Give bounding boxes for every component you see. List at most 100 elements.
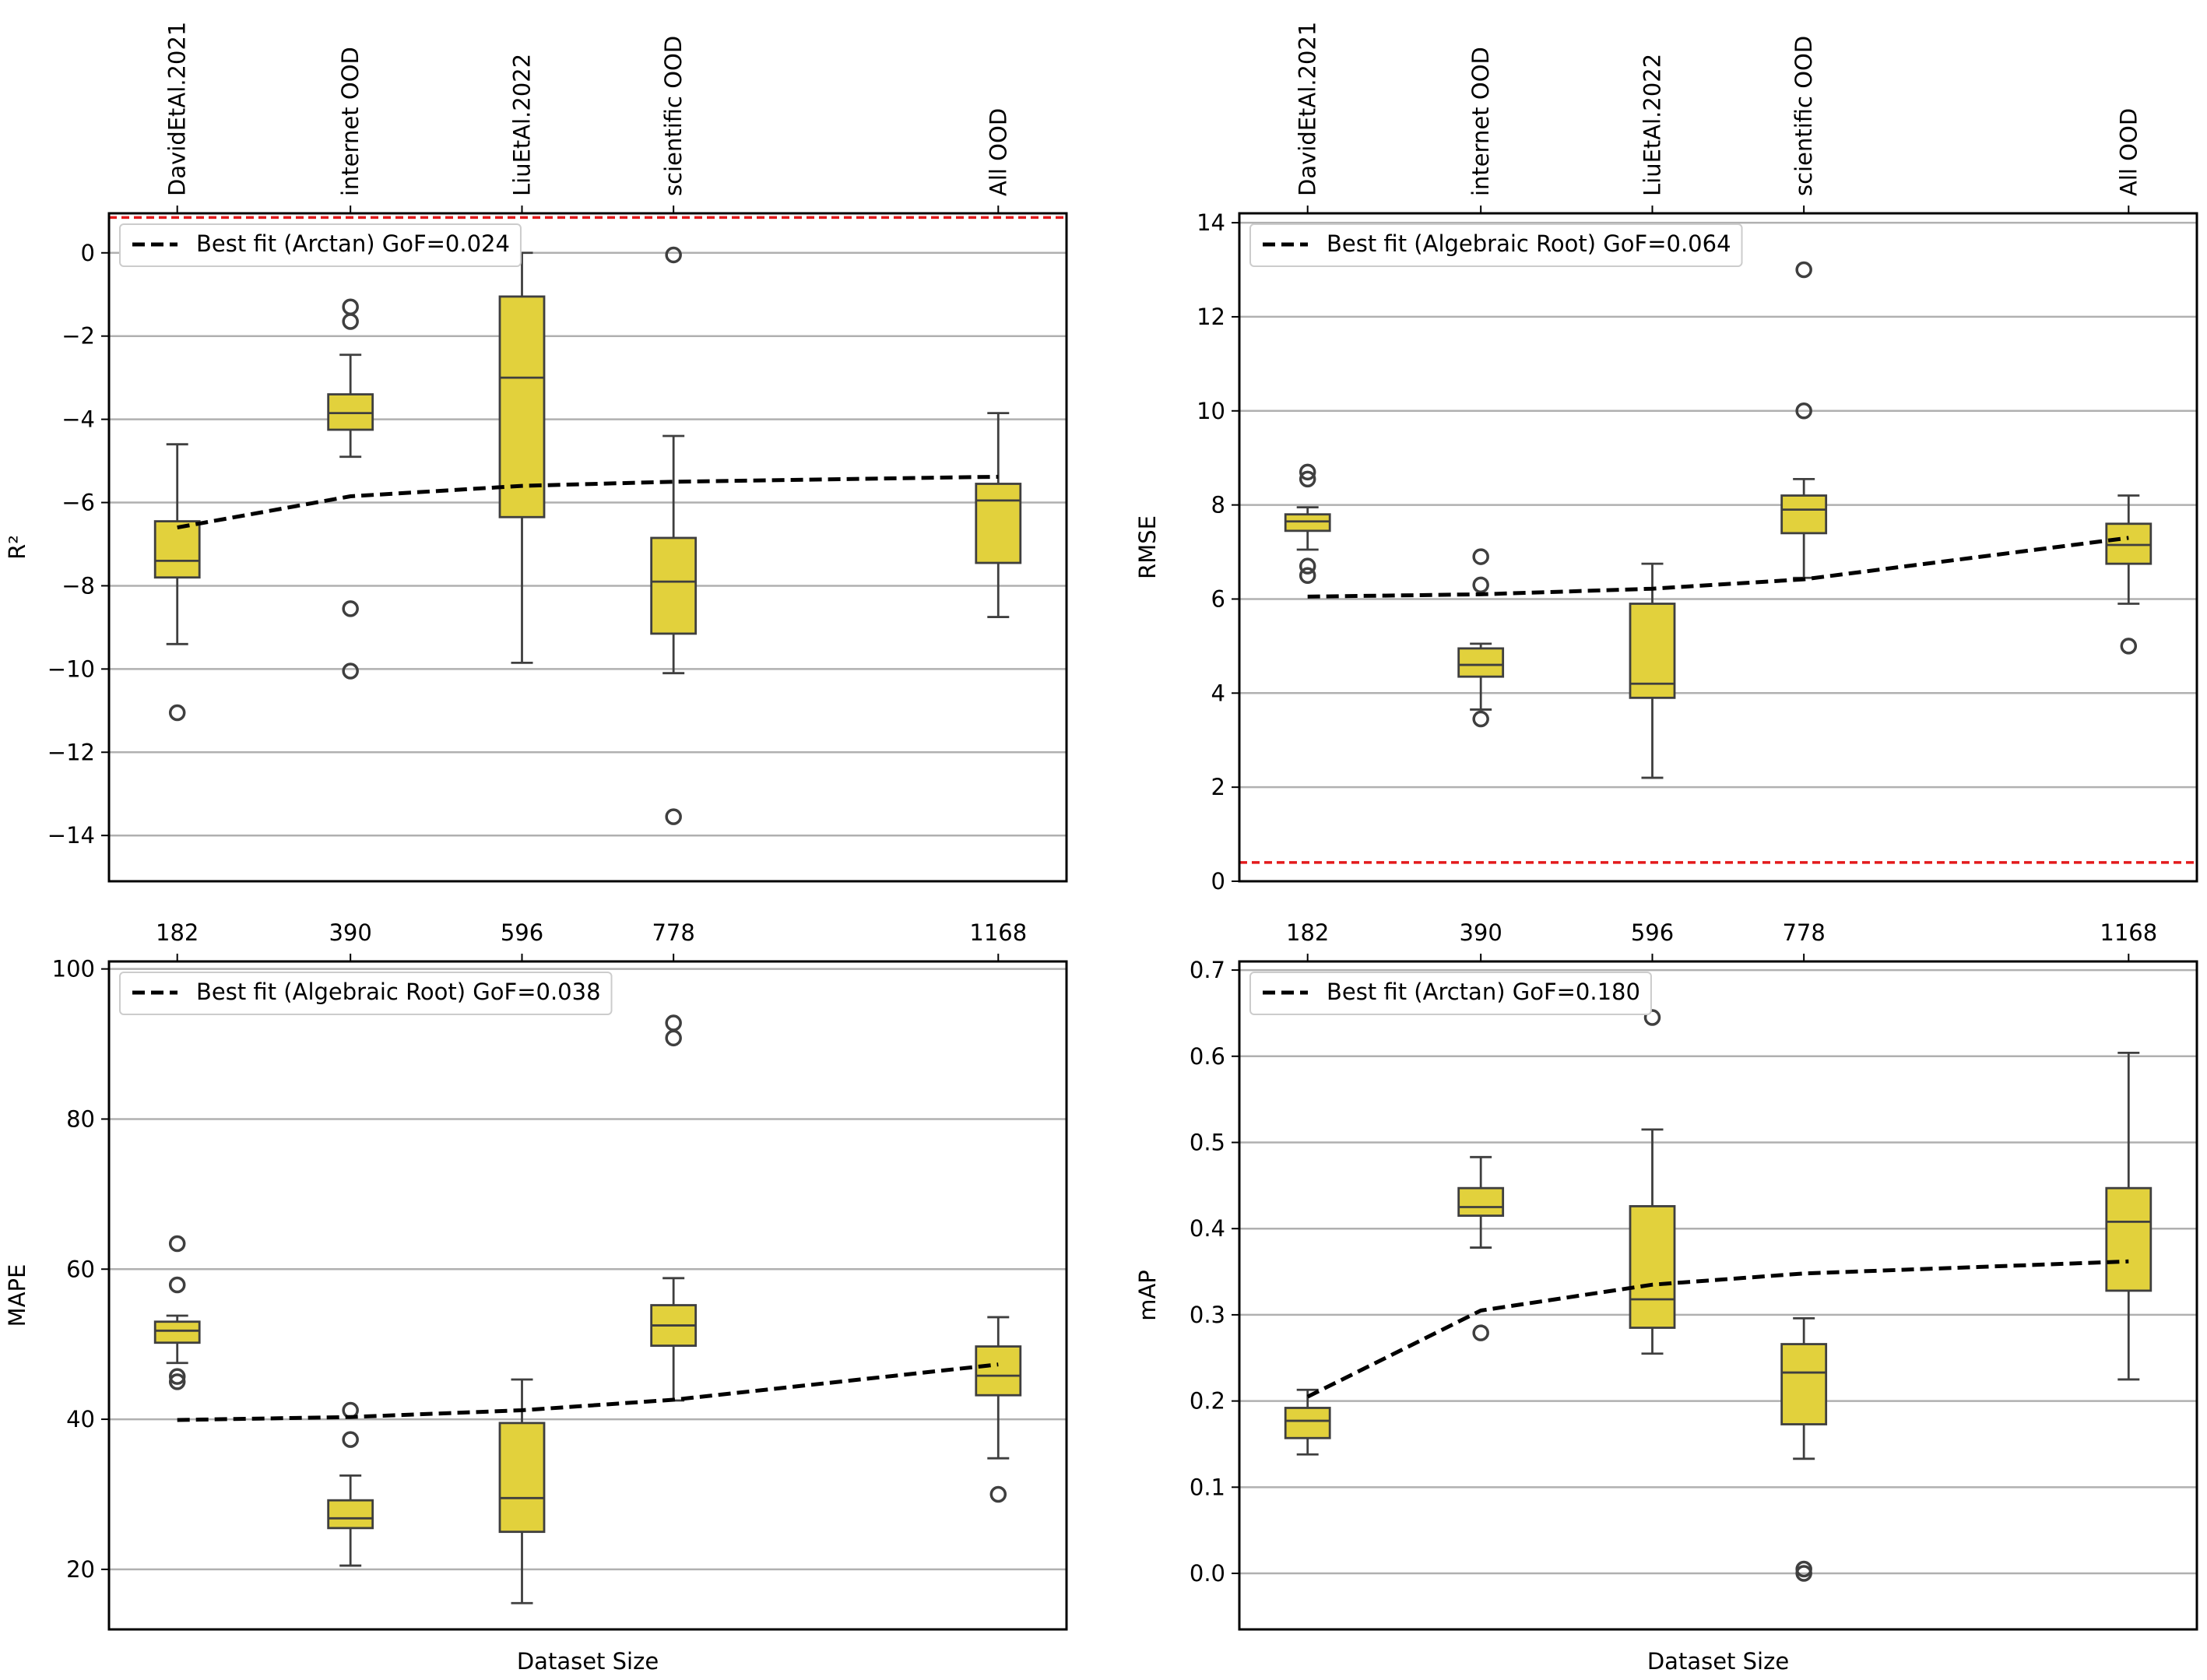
ytick-label: 0.3 (1190, 1302, 1225, 1328)
best-fit-line (1307, 536, 2129, 599)
box-3 (650, 1014, 698, 1402)
size-tick-label: 1168 (2100, 919, 2157, 946)
flier-0 (989, 1485, 1007, 1503)
flier-1 (1472, 576, 1489, 594)
flier-0 (1472, 548, 1489, 565)
flier-2 (1472, 710, 1489, 728)
flier-0 (1472, 1324, 1489, 1341)
flier-1 (168, 1276, 186, 1294)
top-category-label: internet OOD (1467, 47, 1494, 196)
size-tick-label: 182 (1286, 919, 1329, 946)
flier-3 (342, 663, 359, 680)
box-0 (153, 1235, 201, 1390)
flier-2 (1299, 557, 1316, 575)
size-tick-label: 596 (501, 919, 543, 946)
box-1 (1457, 1155, 1505, 1341)
box-body (1629, 1205, 1676, 1329)
box-body (1629, 603, 1676, 699)
box-body (1780, 494, 1828, 535)
best-fit-line (177, 1362, 999, 1422)
top-category-label: internet OOD (337, 47, 364, 196)
size-tick-label: 1168 (969, 919, 1027, 946)
top-category-label: All OOD (2115, 108, 2142, 196)
legend-label: Best fit (Algebraic Root) GoF=0.038 (196, 979, 601, 1005)
box-2 (498, 251, 546, 664)
size-tick-label: 390 (329, 919, 371, 946)
box-body (2105, 1186, 2153, 1292)
box-2 (1629, 1009, 1676, 1355)
ytick-label: 0 (81, 240, 95, 266)
box-2 (1629, 562, 1676, 779)
box-body (975, 483, 1022, 564)
y-axis-label: mAP (1134, 1270, 1161, 1321)
flier-0 (665, 1014, 682, 1032)
box-body (1284, 1407, 1331, 1439)
legend-frame (1249, 972, 1652, 1015)
flier-1 (342, 313, 359, 330)
plot-frame (107, 212, 1068, 883)
ytick-label: 0.5 (1190, 1129, 1225, 1155)
ytick-label: −2 (62, 323, 95, 350)
ytick-label: 0.1 (1190, 1474, 1225, 1500)
ytick-label: 2 (1211, 774, 1225, 800)
best-fit-line (1306, 1259, 2129, 1399)
size-tick-label: 182 (156, 919, 199, 946)
flier-3 (168, 1373, 186, 1390)
ytick-label: 0.4 (1190, 1215, 1225, 1242)
box-1 (327, 1401, 374, 1567)
flier-0 (168, 704, 186, 722)
box-body (327, 1499, 374, 1530)
top-category-label: LiuEtAl.2022 (1639, 54, 1666, 196)
flier-3 (1299, 567, 1316, 585)
ytick-label: 8 (1211, 492, 1225, 518)
flier-1 (342, 1431, 359, 1448)
top-category-label: DavidEtAl.2021 (164, 22, 191, 196)
ytick-label: −4 (62, 406, 95, 433)
size-tick-label: 390 (1459, 919, 1502, 946)
top-category-label: scientific OOD (660, 36, 687, 196)
box-body (1457, 647, 1505, 678)
box-body (498, 1422, 546, 1534)
legend-frame (119, 972, 613, 1015)
flier-1 (665, 808, 682, 825)
box-body (1780, 1343, 1828, 1425)
box-body (975, 1345, 1022, 1397)
size-tick-label: 596 (1631, 919, 1674, 946)
box-4 (975, 1316, 1022, 1503)
ytick-label: 0.7 (1190, 957, 1225, 983)
flier-1 (1795, 1565, 1812, 1582)
x-axis-label: Dataset Size (517, 1648, 659, 1675)
flier-0 (1795, 261, 1812, 279)
box-4 (2105, 494, 2153, 655)
box-body (498, 295, 546, 518)
box-0 (1284, 463, 1331, 585)
legend: Best fit (Arctan) GoF=0.180 (1249, 972, 1652, 1015)
panel-mape: 20 40 60 80 100 MAPE 182 390 596 778 1168 Dataset S… (4, 919, 1068, 1675)
box-3 (1780, 261, 1828, 579)
plot-frame (1238, 960, 2198, 1631)
ytick-label: 0.0 (1190, 1560, 1225, 1587)
ytick-label: −10 (47, 655, 95, 682)
legend: Best fit (Algebraic Root) GoF=0.064 (1249, 223, 1743, 267)
top-category-label: scientific OOD (1791, 36, 1817, 196)
legend-frame (119, 223, 522, 267)
ytick-label: 6 (1211, 585, 1225, 612)
ytick-label: 4 (1211, 680, 1225, 706)
ytick-label: 10 (1197, 398, 1225, 424)
plot-frame (107, 960, 1068, 1631)
flier-0 (1643, 1009, 1661, 1026)
flier-0 (342, 298, 359, 316)
box-0 (1284, 1388, 1331, 1456)
box-1 (1457, 548, 1505, 728)
ytick-label: 14 (1197, 209, 1225, 236)
best-fit-line (177, 474, 999, 530)
panel-rmse: 0 2 4 6 8 10 12 14 RMSE DavidEtAl.2021 internet OO… (1134, 22, 2198, 894)
ytick-label: 12 (1197, 304, 1225, 330)
box-0 (153, 443, 201, 722)
flier-2 (342, 600, 359, 617)
legend: Best fit (Arctan) GoF=0.024 (119, 223, 522, 267)
box-body (153, 520, 201, 579)
ytick-label: 80 (66, 1105, 95, 1132)
ytick-label: 20 (66, 1556, 95, 1583)
box-3 (650, 246, 698, 825)
